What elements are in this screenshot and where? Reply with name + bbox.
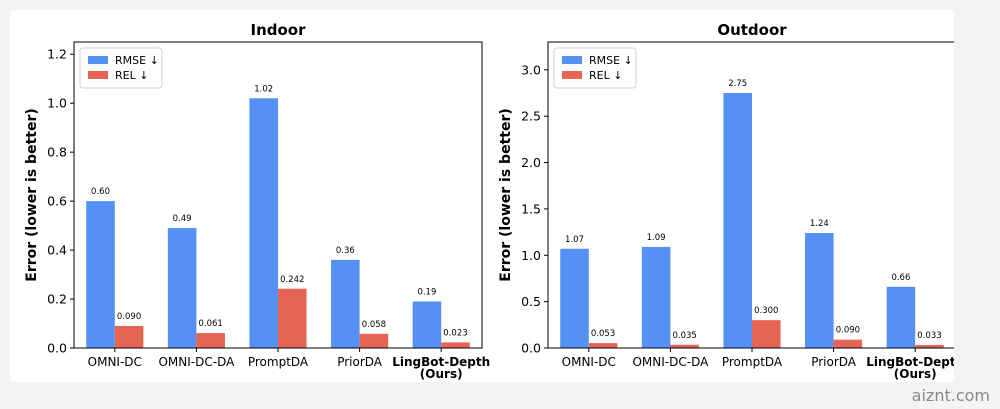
rel-bar	[915, 344, 944, 348]
data-label: 0.60	[91, 187, 110, 197]
y-tick-label: 2.5	[521, 109, 541, 124]
chart-title: Outdoor	[717, 21, 787, 39]
rel-bar	[588, 343, 618, 348]
data-label: 0.035	[673, 331, 697, 341]
data-label: 0.033	[917, 331, 941, 341]
rmse-bar	[249, 98, 278, 348]
rmse-bar	[641, 246, 671, 348]
data-label: 0.090	[836, 326, 860, 336]
y-tick-label: 0.0	[521, 341, 541, 356]
y-tick-label: 1.0	[47, 96, 67, 111]
chart-panel-1: Outdoor Error (lower is better) 0.0 0.5 1.0 1…	[498, 21, 954, 381]
legend-label: RMSE ↓	[115, 54, 159, 67]
data-label: 1.24	[810, 219, 829, 229]
x-tick-label: OMNI-DC	[562, 355, 616, 369]
x-tick-label: OMNI-DC	[88, 355, 142, 369]
data-label: 1.02	[254, 84, 273, 94]
y-tick-label: 0.0	[47, 341, 67, 356]
x-tick-label: OMNI-DC-DA	[158, 355, 235, 369]
rmse-bar	[412, 301, 442, 348]
data-label: 0.053	[591, 329, 615, 339]
chart-panel-0: Indoor Error (lower is better) 0.0 0.2 0.4 0.…	[24, 21, 490, 381]
y-tick-label: 0.4	[47, 243, 67, 258]
legend-swatch-rel	[88, 71, 108, 79]
y-tick-label: 1.2	[47, 47, 67, 62]
y-tick-label: 0.8	[47, 145, 67, 160]
legend-label: RMSE ↓	[589, 54, 633, 67]
data-label: 0.300	[754, 306, 778, 316]
rmse-bar	[167, 228, 197, 348]
data-label: 0.242	[280, 275, 304, 285]
rmse-bar	[331, 259, 360, 348]
rmse-bar	[805, 233, 834, 348]
y-axis-label: Error (lower is better)	[498, 108, 514, 282]
x-tick-label: LingBot-Depth	[866, 355, 954, 369]
x-tick-label: PriorDA	[337, 355, 383, 369]
rel-bar	[196, 333, 225, 348]
y-tick-label: 0.2	[47, 292, 67, 307]
y-tick-label: 3.0	[521, 62, 541, 77]
x-tick-label: PriorDA	[811, 355, 857, 369]
x-tick-label: PromptDA	[248, 355, 309, 369]
y-tick-label: 1.0	[521, 248, 541, 263]
watermark: aiznt.com	[911, 386, 990, 405]
x-tick-label: OMNI-DC-DA	[632, 355, 709, 369]
data-label: 0.49	[173, 214, 192, 224]
rel-bar	[278, 288, 307, 348]
rel-bar	[752, 320, 781, 348]
legend-swatch-rmse	[562, 56, 582, 64]
rel-bar	[359, 333, 389, 348]
x-tick-label: (Ours)	[894, 367, 937, 381]
data-label: 0.061	[199, 319, 223, 329]
y-axis-label: Error (lower is better)	[24, 108, 40, 282]
y-tick-label: 0.5	[521, 294, 541, 309]
chart-title: Indoor	[250, 21, 306, 39]
rel-bar	[833, 339, 863, 348]
data-label: 0.36	[336, 246, 355, 256]
data-label: 0.090	[117, 312, 141, 322]
data-label: 1.07	[565, 235, 584, 245]
legend-swatch-rmse	[88, 56, 108, 64]
plot-frame	[73, 41, 483, 349]
rmse-bar	[86, 201, 115, 348]
legend-label: REL ↓	[115, 69, 148, 82]
data-label: 2.75	[728, 79, 747, 89]
data-label: 0.19	[417, 287, 436, 297]
plot-frame	[547, 41, 954, 349]
rmse-bar	[723, 93, 752, 348]
rel-bar	[114, 325, 144, 348]
data-label: 0.66	[891, 273, 910, 283]
figure: Indoor Error (lower is better) 0.0 0.2 0.4 0.…	[10, 10, 954, 382]
chart-figure: Indoor Error (lower is better) 0.0 0.2 0.4 0.…	[24, 21, 954, 381]
y-tick-label: 0.6	[47, 194, 67, 209]
data-label: 1.09	[647, 233, 666, 243]
x-tick-label: (Ours)	[420, 367, 463, 381]
rel-bar	[441, 342, 470, 348]
rel-bar	[670, 344, 699, 348]
data-label: 0.058	[362, 320, 386, 330]
x-tick-label: LingBot-Depth	[392, 355, 490, 369]
data-label: 0.023	[443, 328, 467, 338]
y-tick-label: 1.5	[521, 201, 541, 216]
x-tick-label: PromptDA	[722, 355, 783, 369]
legend-label: REL ↓	[589, 69, 622, 82]
rmse-bar	[886, 286, 916, 348]
legend-swatch-rel	[562, 71, 582, 79]
rmse-bar	[560, 248, 589, 348]
y-tick-label: 2.0	[521, 155, 541, 170]
